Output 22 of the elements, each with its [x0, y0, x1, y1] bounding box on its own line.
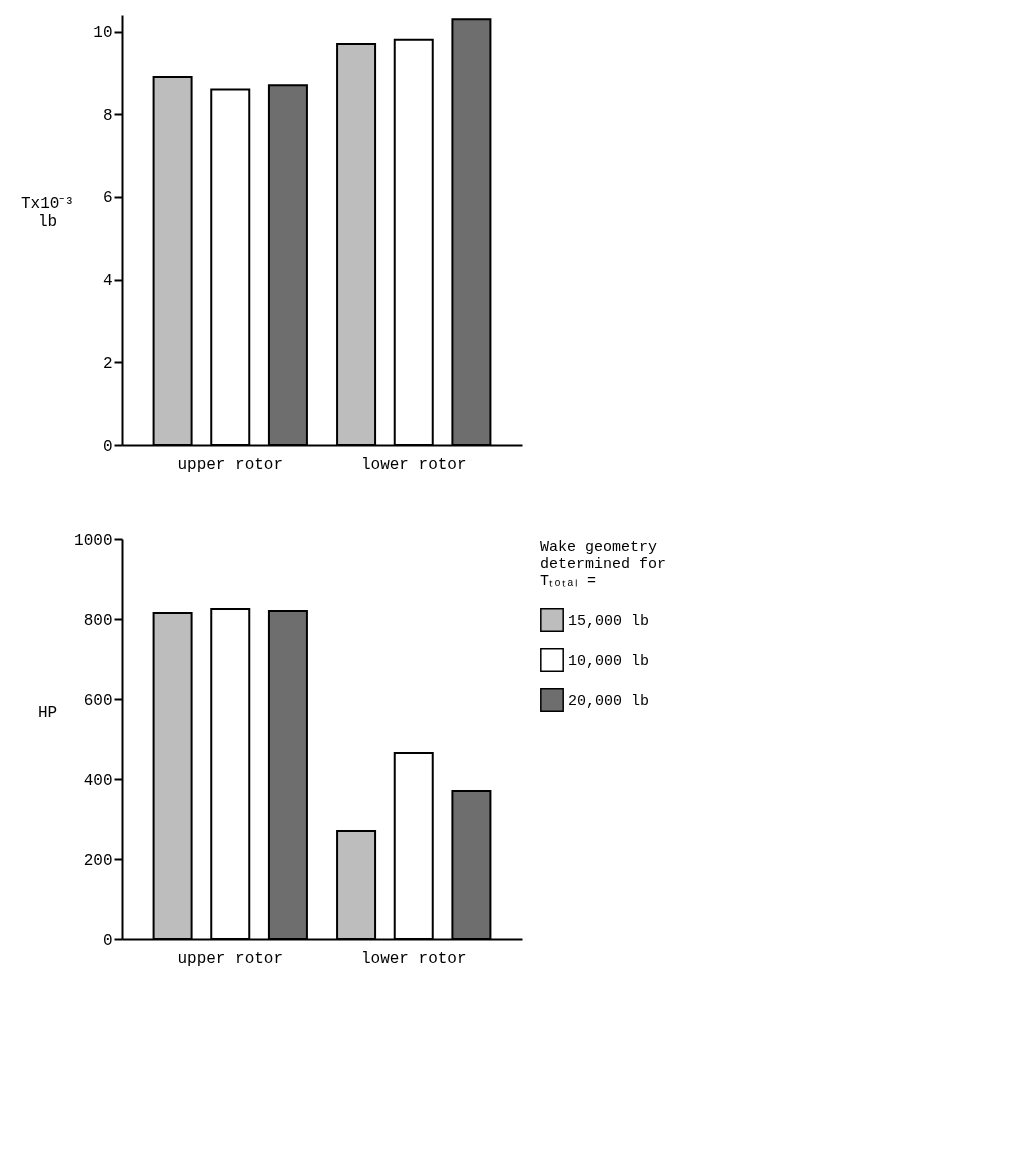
legend-label: 10,000 lb: [568, 653, 650, 670]
x-tick-label: upper rotor: [177, 455, 284, 474]
y-tick-label: 10: [93, 24, 113, 43]
y-tick-label: 6: [102, 189, 113, 208]
legend-title: Wake geometry determined for Tₜₒₜₐₗ =: [540, 539, 667, 590]
legend-label: 15,000 lb: [568, 613, 650, 630]
y-tick-label: 8: [102, 106, 113, 125]
y-tick-label: 4: [102, 272, 113, 291]
y-axis-title: Tx10⁻³ lb: [20, 194, 75, 231]
y-tick-label: 400: [83, 771, 113, 790]
y-tick-label: 0: [102, 437, 113, 456]
x-tick-label: lower rotor: [360, 949, 467, 968]
y-tick-label: 600: [83, 691, 113, 710]
y-axis-title: HP: [37, 703, 58, 722]
legend-label: 20,000 lb: [568, 693, 650, 710]
y-tick-label: 800: [83, 611, 113, 630]
x-tick-label: upper rotor: [177, 949, 284, 968]
y-tick-label: 2: [102, 354, 113, 373]
x-tick-label: lower rotor: [360, 455, 467, 474]
y-tick-label: 1000: [74, 531, 113, 550]
y-tick-label: 200: [83, 851, 113, 870]
y-tick-label: 0: [102, 931, 113, 950]
